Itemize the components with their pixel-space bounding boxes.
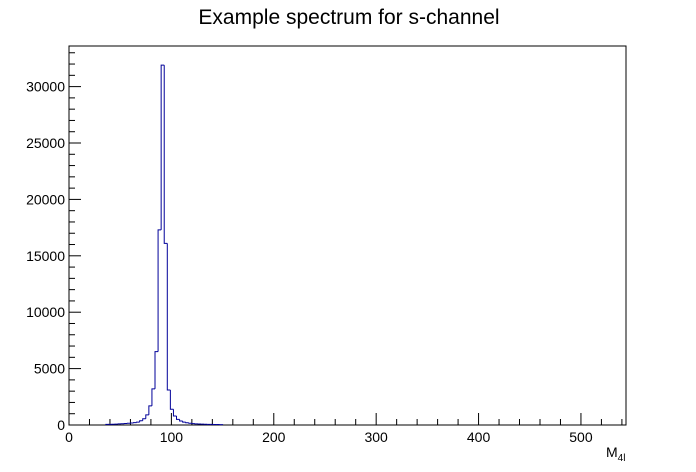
y-tick-label: 0 (57, 417, 65, 433)
histogram-bin (151, 388, 156, 406)
plot-frame (68, 45, 627, 426)
histogram-bin (145, 414, 149, 419)
histogram-bin (154, 351, 159, 389)
chart-title: Example spectrum for s-channel (198, 6, 499, 29)
x-axis-label-main: M (606, 444, 618, 460)
x-tick-label: 100 (160, 429, 184, 445)
histogram-bin (166, 243, 171, 391)
x-tick-label: 0 (65, 429, 73, 445)
histogram-bin (176, 415, 180, 420)
y-tick-label: 25000 (26, 135, 65, 151)
histogram-bin (169, 390, 174, 410)
y-tick-label: 5000 (34, 361, 65, 377)
y-tick-label: 20000 (26, 191, 65, 207)
histogram-bin (157, 229, 162, 352)
histogram-bin (185, 422, 189, 424)
y-tick-label: 30000 (26, 79, 65, 95)
histogram-bin (179, 419, 183, 422)
histogram-bin (139, 420, 143, 423)
x-tick-label: 500 (569, 429, 593, 445)
x-axis-label: M4l (606, 444, 625, 464)
x-tick-label: 200 (262, 429, 286, 445)
x-axis-label-sub: 4l (618, 453, 626, 464)
x-tick-label: 300 (364, 429, 388, 445)
x-tick-label: 400 (467, 429, 491, 445)
histogram-bin (188, 422, 192, 424)
histogram-bin (172, 409, 177, 417)
histogram-bin (136, 421, 140, 423)
y-tick-label: 15000 (26, 248, 65, 264)
y-tick-label: 10000 (26, 304, 65, 320)
histogram-bin (160, 64, 165, 230)
histogram-bin (105, 423, 109, 425)
histogram-bin (142, 418, 146, 421)
histogram-bin (182, 421, 186, 423)
histogram-bin (148, 405, 152, 415)
histogram-bin (163, 65, 168, 244)
